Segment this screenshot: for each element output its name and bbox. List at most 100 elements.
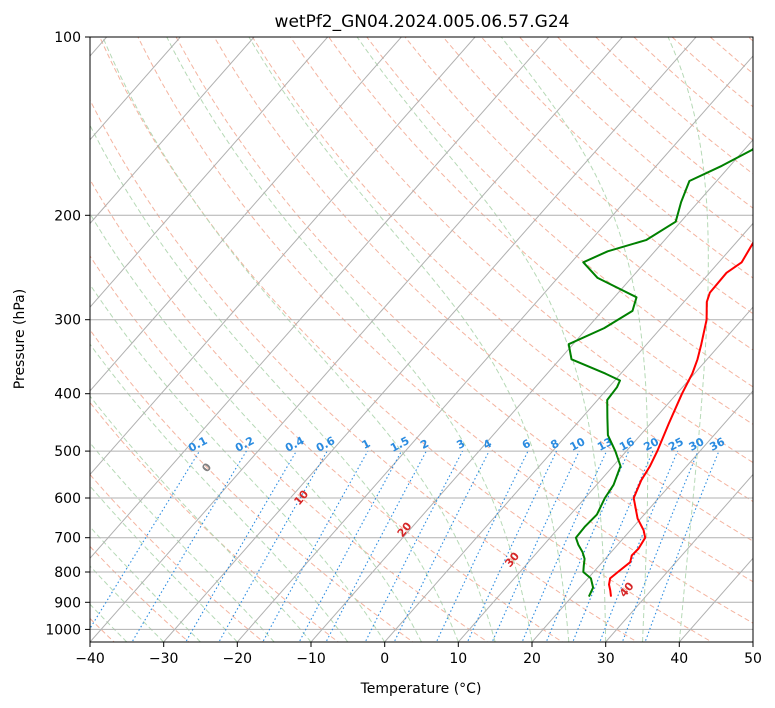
dry-adiabat-line bbox=[442, 37, 753, 315]
x-tick-label: 30 bbox=[597, 651, 615, 667]
mixing-ratio-label: 0.4 bbox=[283, 434, 307, 455]
y-axis-label: Pressure (hPa) bbox=[12, 289, 28, 389]
isotherm-line bbox=[90, 37, 403, 392]
moist-adiabat-line bbox=[90, 526, 201, 642]
mixing-ratio-label: 0.1 bbox=[186, 434, 209, 455]
isotherm-line bbox=[531, 390, 753, 642]
moist-adiabat-line bbox=[248, 37, 570, 642]
dry-adiabat-line bbox=[90, 255, 489, 642]
x-tick-label: −10 bbox=[296, 651, 326, 667]
isotherm-line bbox=[383, 222, 753, 642]
moist-adiabat-line bbox=[90, 212, 422, 642]
mixing-ratio-line bbox=[521, 450, 608, 642]
mixing-ratio-line bbox=[131, 450, 247, 642]
isotherm-line bbox=[90, 37, 255, 225]
dry-adiabat-line bbox=[328, 37, 753, 425]
moist-adiabat-line bbox=[90, 283, 386, 642]
isotherm-line bbox=[90, 37, 182, 141]
dry-adiabat-line bbox=[90, 329, 414, 642]
isotherm-line bbox=[90, 37, 550, 560]
mixing-ratio-label: 1.5 bbox=[388, 434, 411, 455]
mixing-ratio-label: 3 bbox=[454, 437, 467, 452]
moist-adiabat-line bbox=[90, 565, 165, 642]
mixing-ratio-label: 30 bbox=[687, 435, 707, 454]
dry-adiabat-line bbox=[251, 37, 753, 503]
grid-lines bbox=[90, 37, 753, 642]
dry-adiabat-label: 40 bbox=[617, 579, 637, 599]
mixing-ratio-label: 2 bbox=[418, 437, 431, 452]
mixing-ratio-line bbox=[435, 450, 529, 642]
y-tick-label: 600 bbox=[54, 491, 81, 507]
mixing-ratio-line bbox=[572, 450, 654, 642]
dry-adiabat-line bbox=[709, 37, 753, 75]
y-tick-label: 500 bbox=[54, 444, 81, 460]
adiabat-lines bbox=[90, 37, 753, 642]
moist-adiabat-line bbox=[90, 124, 459, 642]
y-tick-label: 900 bbox=[54, 595, 81, 611]
moist-adiabat-line bbox=[102, 37, 496, 642]
y-tick-label: 1000 bbox=[45, 622, 81, 638]
dry-adiabat-line bbox=[213, 37, 753, 542]
mixing-ratio-label: 20 bbox=[641, 435, 661, 454]
mixing-ratio-line bbox=[218, 450, 328, 642]
dewpoint-profile-line bbox=[567, 147, 753, 598]
mixing-ratio-line bbox=[298, 450, 402, 642]
y-tick-label: 200 bbox=[54, 208, 81, 224]
mixing-ratio-label: 0.2 bbox=[233, 434, 256, 455]
isotherm-line bbox=[457, 306, 753, 642]
moist-adiabat-line bbox=[356, 37, 607, 642]
x-tick-label: 0 bbox=[380, 651, 389, 667]
isotherm-line bbox=[604, 473, 753, 642]
x-tick-label: −30 bbox=[149, 651, 179, 667]
dry-adiabat-label: 20 bbox=[395, 519, 415, 539]
line-labels: 0.1 0.2 0.4 0.6 1 1.5 2 3 4 6 8 10 13 16 20 25 30 3601020… bbox=[186, 434, 727, 600]
dry-adiabat-line bbox=[557, 37, 753, 209]
dry-adiabat-label: 10 bbox=[291, 487, 311, 507]
y-tick-label: 700 bbox=[54, 531, 81, 547]
dry-adiabat-line bbox=[90, 545, 190, 642]
mixing-ratio-label: 10 bbox=[568, 435, 588, 454]
y-tick-label: 400 bbox=[54, 387, 81, 403]
x-tick-label: 50 bbox=[744, 651, 762, 667]
x-tick-label: 40 bbox=[670, 651, 688, 667]
isotherm-line bbox=[752, 641, 753, 642]
profile-lines bbox=[567, 147, 753, 598]
y-tick-label: 100 bbox=[54, 30, 81, 46]
mixing-ratio-lines bbox=[90, 450, 720, 642]
moist-adiabat-line bbox=[667, 37, 709, 642]
dry-adiabat-line bbox=[633, 37, 753, 141]
mixing-ratio-label: 16 bbox=[617, 435, 637, 454]
dry-adiabat-line bbox=[175, 37, 753, 583]
mixing-ratio-label: 36 bbox=[707, 435, 727, 454]
mixing-ratio-line bbox=[364, 450, 463, 642]
isotherm-line bbox=[236, 55, 753, 642]
mixing-ratio-line bbox=[90, 450, 200, 630]
x-tick-label: −40 bbox=[75, 651, 105, 667]
x-tick-label: 10 bbox=[449, 651, 467, 667]
moist-adiabat-line bbox=[90, 442, 275, 642]
dry-adiabat-line bbox=[404, 37, 753, 351]
temperature-profile-line bbox=[608, 240, 753, 597]
moist-adiabat-line bbox=[90, 485, 238, 642]
dry-adiabat-line bbox=[90, 473, 265, 642]
x-tick-label: 20 bbox=[523, 651, 541, 667]
plot-frame bbox=[89, 36, 754, 643]
isotherm-line bbox=[162, 37, 697, 642]
dry-adiabat-line bbox=[99, 37, 713, 642]
x-tick-label: −20 bbox=[223, 651, 253, 667]
dry-adiabat-line bbox=[137, 37, 753, 624]
isotherm-line bbox=[310, 138, 753, 642]
mixing-ratio-line bbox=[262, 450, 369, 642]
y-tick-label: 300 bbox=[54, 313, 81, 329]
dry-adiabat-line bbox=[90, 401, 340, 642]
mixing-ratio-line bbox=[185, 450, 297, 642]
mixing-ratio-label: 0.6 bbox=[314, 434, 338, 455]
isotherm-line bbox=[90, 37, 329, 308]
moist-adiabat-line bbox=[500, 37, 649, 642]
mixing-ratio-line bbox=[325, 450, 427, 642]
dry-adiabat-label: 30 bbox=[502, 549, 522, 569]
mixing-ratio-line bbox=[466, 450, 557, 642]
y-tick-label: 800 bbox=[54, 565, 81, 581]
isotherm-line bbox=[678, 557, 753, 642]
